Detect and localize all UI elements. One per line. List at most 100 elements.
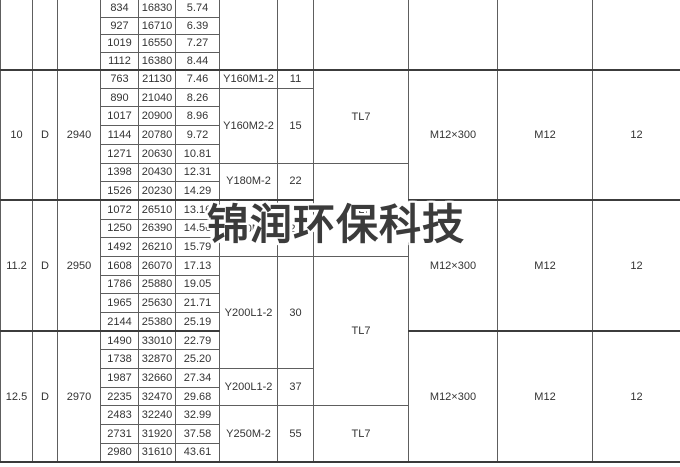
pressure-cell: 16380 [138, 51, 176, 71]
flow-cell: 2483 [100, 405, 139, 426]
shaft-power-cell: 5.74 [175, 0, 220, 18]
pressure-cell: 25880 [138, 274, 176, 295]
shaft-power-cell: 8.96 [175, 106, 220, 127]
watermark: 锦润环保科技 [207, 201, 465, 248]
table-row: 2483 32240 32.99 Y250M-2 55 TL7 [1, 405, 680, 463]
shaft-power-cell: 25.20 [175, 349, 220, 370]
table-row: 1144 20780 9.72 [1, 125, 680, 145]
pressure-cell: 25630 [138, 293, 176, 313]
motor-model-cell: Y200L1-2 [219, 255, 278, 370]
anchor-bolt-cell: M12×300 [408, 330, 498, 463]
table-row: 2235 32470 29.68 [1, 386, 680, 407]
pressure-cell: 16710 [138, 16, 176, 36]
drive-type-cell: D [32, 330, 58, 463]
flow-cell: 2731 [100, 424, 139, 444]
flow-cell: 1608 [100, 255, 139, 276]
flow-cell: 1019 [100, 34, 139, 53]
flow-cell: 890 [100, 87, 139, 108]
flow-cell: 1017 [100, 106, 139, 127]
motor-power-cell: 22 [277, 199, 314, 257]
pressure-cell: 20630 [138, 143, 176, 164]
table-row: 890 21040 8.26 Y160M2-2 15 [1, 87, 680, 164]
shaft-power-cell: 13.16 [175, 199, 220, 220]
shaft-power-cell: 43.61 [175, 442, 220, 463]
pressure-cell: 20430 [138, 162, 176, 183]
motor-power-cell: 15 [277, 87, 314, 164]
motor-power-cell: 55 [277, 405, 314, 463]
shaft-power-cell: 14.56 [175, 218, 220, 239]
pressure-cell: 31920 [138, 424, 176, 444]
flow-cell: 2235 [100, 386, 139, 407]
shaft-power-cell: 14.29 [175, 181, 220, 201]
pressure-cell: 20900 [138, 106, 176, 127]
shaft-power-cell: 19.05 [175, 274, 220, 295]
pressure-cell: 20780 [138, 125, 176, 145]
shaft-power-cell: 22.79 [175, 330, 220, 351]
nut-cell: M12 [497, 330, 593, 463]
pressure-cell: 26070 [138, 255, 176, 276]
flow-cell: 834 [100, 0, 139, 18]
pressure-cell: 25380 [138, 312, 176, 332]
table-row: 1786 25880 19.05 [1, 274, 680, 295]
shaft-power-cell: 15.79 [175, 237, 220, 257]
table-row: 1017 20900 8.96 [1, 106, 680, 127]
pressure-cell: 26210 [138, 237, 176, 257]
flow-cell: 1398 [100, 162, 139, 183]
pressure-cell: 16830 [138, 0, 176, 18]
flow-cell: 1490 [100, 330, 139, 351]
coupling-cell [313, 0, 409, 71]
shaft-power-cell: 21.71 [175, 293, 220, 313]
coupling-cell: TL7 [313, 405, 409, 463]
qty-cell [592, 0, 680, 71]
flow-cell: 1112 [100, 51, 139, 71]
table-row: 1492 26210 15.79 [1, 237, 680, 257]
pressure-cell: 20230 [138, 181, 176, 201]
flow-cell: 1526 [100, 181, 139, 201]
anchor-bolt-cell: M12×300 [408, 68, 498, 201]
table-row: 1019 16550 7.27 [1, 34, 680, 53]
speed-cell: 2940 [57, 68, 101, 201]
machine-no-cell: 12.5 [0, 330, 33, 463]
coupling-cell: TL7 [313, 255, 409, 407]
table-row: 1738 32870 25.20 [1, 349, 680, 370]
pressure-cell: 26390 [138, 218, 176, 239]
speed-cell [57, 0, 101, 71]
shaft-power-cell: 25.19 [175, 312, 220, 332]
table-row: 834 16830 5.74 [0, 0, 680, 71]
pressure-cell: 31610 [138, 442, 176, 463]
pressure-cell: 21040 [138, 87, 176, 108]
pressure-cell: 32470 [138, 386, 176, 407]
flow-cell: 763 [100, 68, 139, 89]
shaft-power-cell: 6.39 [175, 16, 220, 36]
shaft-power-cell: 32.99 [175, 405, 220, 426]
motor-model-cell [219, 0, 278, 71]
shaft-power-cell: 7.27 [175, 34, 220, 53]
shaft-power-cell: 12.31 [175, 162, 220, 183]
flow-cell: 1987 [100, 368, 139, 388]
flow-cell: 1492 [100, 237, 139, 257]
flow-cell: 1144 [100, 125, 139, 145]
motor-model-cell: Y180M-2 [219, 162, 278, 201]
coupling-cell: TL7 [313, 162, 409, 257]
machine-no-cell: 11.2 [0, 199, 33, 332]
anchor-bolt-cell [408, 0, 498, 71]
shaft-power-cell: 37.58 [175, 424, 220, 444]
speed-cell: 2970 [57, 330, 101, 463]
machine-no-cell: 10 [0, 68, 33, 201]
motor-power-cell: 22 [277, 162, 314, 201]
motor-model-cell: Y160M1-2 [219, 68, 278, 89]
table-row: 10 D 2940 763 21130 7.46 Y160M1-2 11 TL7 M12×300 M… [0, 68, 680, 201]
shaft-power-cell: 8.26 [175, 87, 220, 108]
motor-model-cell: Y160M2-2 [219, 87, 278, 164]
motor-power-cell: 30 [277, 255, 314, 370]
flow-cell: 1738 [100, 349, 139, 370]
flow-cell: 1965 [100, 293, 139, 313]
pressure-cell: 32870 [138, 349, 176, 370]
motor-power-cell: 37 [277, 368, 314, 407]
table-row: 1250 26390 14.56 [1, 218, 680, 239]
pressure-cell: 21130 [138, 68, 176, 89]
drive-type-cell: D [32, 68, 58, 201]
nut-cell: M12 [497, 68, 593, 201]
pressure-cell: 26510 [138, 199, 176, 220]
qty-cell: 12 [592, 68, 680, 201]
